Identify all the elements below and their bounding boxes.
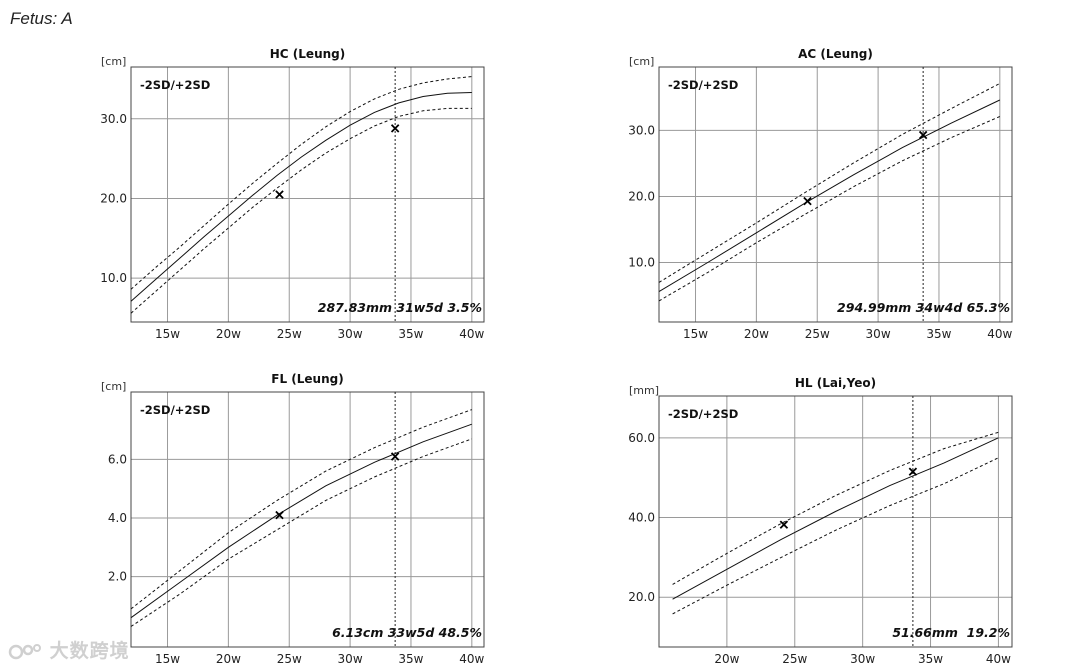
point-mark-stroke: [779, 520, 789, 529]
mean-curve: [672, 437, 999, 600]
chart-3: HL (Lai,Yeo) [mm] -2SD/+2SD 20.0 40.0 60.0 20w…: [628, 376, 1013, 666]
y-tick-label: 60.0: [628, 431, 655, 445]
measurement-point: [275, 510, 284, 520]
sd-bound-curve: [130, 438, 472, 627]
x-tick-label: 40w: [459, 652, 484, 666]
chart-title: HL (Lai,Yeo): [795, 376, 876, 390]
y-tick-label: 40.0: [628, 511, 655, 525]
chart-title: HC (Leung): [270, 47, 345, 61]
y-unit-label: [cm]: [101, 55, 126, 68]
y-tick-label: 30.0: [100, 112, 127, 126]
measurement-annotation: 287.83mm 31w5d 3.5%: [318, 300, 482, 315]
measurement-annotation: 294.99mm 34w4d 65.3%: [837, 300, 1010, 315]
watermark-text: 大数跨境: [49, 640, 130, 662]
measurement-annotation: 6.13cm 33w5d 48.5%: [332, 625, 482, 640]
plot-area: [659, 67, 1012, 322]
plot-area: [131, 392, 484, 647]
sd-bound-curve: [130, 409, 472, 610]
fetus-label: Fetus: A: [10, 9, 73, 28]
y-tick-label: 20.0: [628, 590, 655, 604]
x-tick-label: 30w: [338, 652, 363, 666]
point-mark-stroke: [918, 130, 928, 140]
measurement-point: [390, 452, 400, 461]
x-tick-label: 30w: [338, 327, 363, 341]
x-tick-label: 20w: [216, 652, 241, 666]
x-tick-label: 25w: [782, 652, 807, 666]
x-tick-label: 25w: [805, 327, 830, 341]
y-tick-label: 20.0: [628, 189, 655, 203]
sd-bound-curve: [658, 116, 1000, 302]
measurement-annotation: 51.66mm 19.2%: [892, 625, 1010, 640]
x-tick-label: 35w: [918, 652, 943, 666]
sd-bound-curve: [130, 107, 472, 314]
x-tick-label: 35w: [926, 327, 951, 341]
measurement-point: [779, 520, 789, 529]
y-tick-label: 30.0: [628, 123, 655, 137]
sd-bound-curve: [658, 83, 1001, 283]
plot-frame: [658, 395, 1013, 648]
y-tick-label: 10.0: [100, 271, 127, 285]
x-tick-label: 20w: [744, 327, 769, 341]
y-unit-label: [mm]: [629, 384, 659, 397]
point-mark-stroke: [275, 510, 284, 520]
point-mark-stroke: [908, 467, 918, 476]
measurement-point: [803, 196, 812, 206]
y-unit-label: [cm]: [101, 380, 126, 393]
x-tick-label: 30w: [866, 327, 891, 341]
mean-curve: [130, 92, 472, 302]
plot-area: [659, 396, 1012, 647]
y-tick-label: 4.0: [108, 511, 127, 525]
plot-frame: [130, 66, 485, 323]
measurement-point: [918, 130, 928, 140]
x-tick-label: 40w: [987, 327, 1012, 341]
x-tick-label: 20w: [216, 327, 241, 341]
measurement-point: [275, 190, 284, 199]
sd-bound-curve: [672, 457, 999, 615]
x-tick-label: 35w: [398, 327, 423, 341]
y-tick-label: 2.0: [108, 570, 127, 584]
x-tick-label: 40w: [459, 327, 484, 341]
x-tick-label: 15w: [155, 652, 180, 666]
legend-label: -2SD/+2SD: [140, 78, 210, 92]
plot-frame: [130, 391, 485, 648]
point-mark-stroke: [803, 196, 812, 206]
x-tick-label: 25w: [277, 652, 302, 666]
measurement-point: [390, 124, 400, 133]
watermark-logo-icon: [8, 643, 41, 659]
mean-curve: [130, 423, 472, 619]
plot-frame: [658, 66, 1013, 323]
mean-curve: [658, 99, 1001, 293]
chart-title: FL (Leung): [271, 372, 343, 386]
x-tick-label: 15w: [155, 327, 180, 341]
legend-label: -2SD/+2SD: [140, 403, 210, 417]
x-tick-label: 20w: [714, 652, 739, 666]
y-tick-label: 20.0: [100, 191, 127, 205]
chart-title: AC (Leung): [798, 47, 873, 61]
legend-label: -2SD/+2SD: [668, 78, 738, 92]
measurement-point: [908, 467, 918, 476]
x-tick-label: 30w: [850, 652, 875, 666]
y-tick-label: 10.0: [628, 256, 655, 270]
chart-2: FL (Leung) [cm] -2SD/+2SD 2.0 4.0 6.0 15w 20w 25…: [101, 372, 485, 666]
point-mark-stroke: [275, 190, 284, 199]
sd-bound-curve: [672, 431, 999, 585]
y-unit-label: [cm]: [629, 55, 654, 68]
watermark: 大数跨境: [8, 636, 130, 663]
plot-area: [131, 67, 484, 322]
chart-0: HC (Leung) [cm] -2SD/+2SD 10.0 20.0 30.0 15w 20…: [100, 47, 484, 341]
sd-bound-curve: [130, 76, 472, 290]
legend-label: -2SD/+2SD: [668, 407, 738, 421]
x-tick-label: 25w: [277, 327, 302, 341]
chart-1: AC (Leung) [cm] -2SD/+2SD 10.0 20.0 30.0 15w 20…: [628, 47, 1012, 341]
point-mark-stroke: [390, 124, 400, 133]
x-tick-label: 40w: [986, 652, 1011, 666]
point-mark-stroke: [390, 452, 400, 461]
x-tick-label: 35w: [398, 652, 423, 666]
x-tick-label: 15w: [683, 327, 708, 341]
y-tick-label: 6.0: [108, 452, 127, 466]
